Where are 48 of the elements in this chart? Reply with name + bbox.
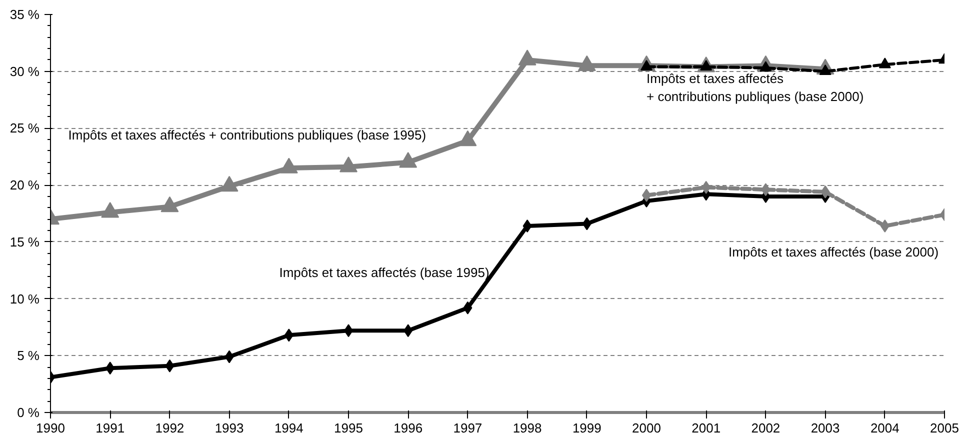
point	[340, 156, 358, 172]
point	[518, 50, 536, 66]
y-tick-label: 10 %	[10, 291, 40, 306]
point	[280, 158, 298, 174]
y-tick-label: 30 %	[10, 64, 40, 79]
y-tick-label: 5 %	[17, 348, 40, 364]
x-tick-label: 1993	[214, 420, 244, 436]
x-tick-label: 1992	[155, 420, 184, 436]
x-tick-label: 2002	[751, 420, 780, 436]
x-tick-label: 2001	[692, 420, 721, 436]
point	[458, 130, 477, 146]
x-tick-label: 2003	[810, 420, 840, 436]
point	[399, 152, 418, 168]
point	[878, 58, 891, 68]
series-label: Impôts et taxes affectés + contributions publiques (base 1995)	[68, 128, 426, 143]
x-tick-label: 1990	[36, 420, 65, 436]
x-tick-label: 1997	[453, 420, 482, 436]
point	[702, 180, 711, 194]
x-tick-label: 1995	[334, 420, 363, 436]
x-tick-label: 2000	[632, 420, 661, 436]
x-tick-label: 1994	[274, 420, 304, 436]
x-tick-label: 1998	[512, 420, 542, 436]
point	[404, 324, 413, 338]
y-tick-label: 35 %	[10, 7, 40, 22]
point	[522, 220, 532, 233]
point	[463, 301, 472, 314]
x-tick-label: 1991	[96, 420, 125, 436]
x-tick-label: 1996	[394, 420, 423, 436]
series-label: Impôts et taxes affectés (base 2000)	[728, 244, 939, 260]
y-tick-label: 15 %	[10, 234, 40, 250]
point	[880, 220, 890, 233]
series-label: Impôts et taxes affectés + contributions publiques (base 2000)	[646, 70, 864, 104]
y-tick-label: 25 %	[10, 120, 40, 136]
y-tick-label: 0 %	[17, 405, 40, 420]
y-tick-label: 20 %	[10, 178, 40, 193]
point	[165, 359, 174, 372]
point	[284, 328, 294, 342]
x-tick-label: 1999	[572, 420, 602, 436]
x-tick-label: 2005	[930, 420, 959, 436]
point	[224, 350, 234, 364]
point	[106, 362, 115, 375]
point	[578, 55, 596, 72]
point	[582, 217, 592, 230]
point	[761, 183, 770, 196]
series-label: Impôts et taxes affectés (base 1995)	[279, 265, 490, 280]
point	[220, 176, 238, 192]
point	[820, 185, 830, 198]
x-tick-label: 2004	[870, 420, 900, 436]
